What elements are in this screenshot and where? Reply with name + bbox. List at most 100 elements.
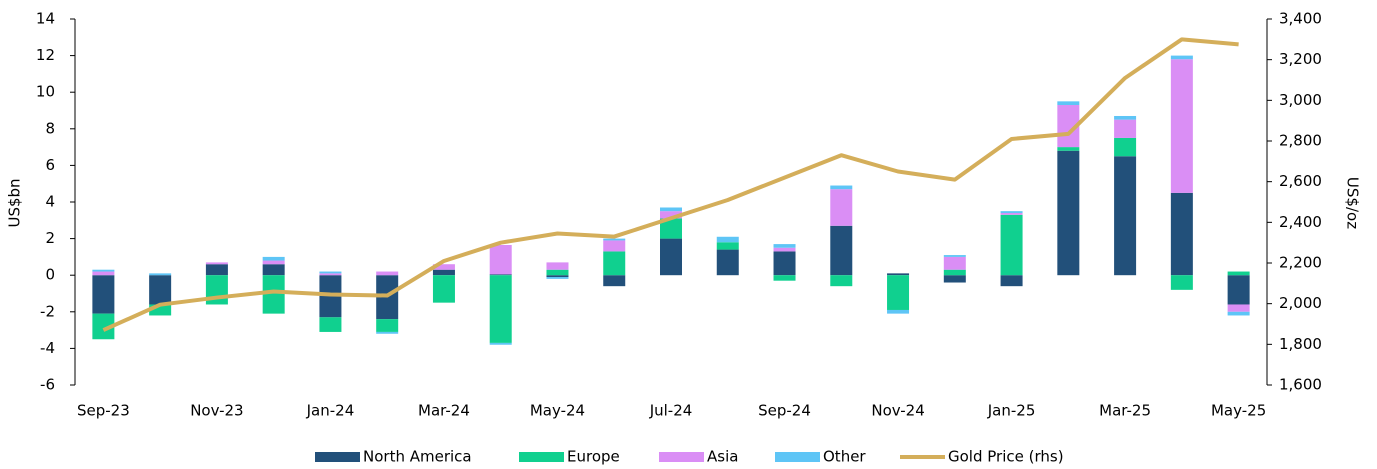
y2-tick-label: 2,200 [1279, 254, 1322, 272]
bar-segment [489, 245, 512, 275]
y-tick-label: 10 [36, 83, 55, 101]
legend-label: Europe [567, 448, 620, 466]
bar-segment [603, 251, 626, 276]
bar-segment [1057, 105, 1080, 148]
y2-tick-label: 3,000 [1279, 91, 1322, 109]
bar-segment [262, 264, 285, 276]
bar-segment [1057, 147, 1080, 151]
bar-segment [376, 331, 399, 334]
legend-label: Other [823, 448, 866, 466]
bar-segment [546, 262, 569, 270]
bar-segment [546, 269, 569, 276]
bar-segment [149, 275, 172, 305]
bar-segment [943, 256, 966, 270]
x-tick-label: Jul-24 [649, 402, 693, 420]
bar-segment [1057, 101, 1080, 106]
bar-segment [546, 277, 569, 279]
bar-segment [1114, 119, 1137, 138]
bar-segment [432, 275, 455, 303]
bar-segment [376, 271, 399, 276]
bar-segment [773, 251, 796, 276]
bar-segment [92, 275, 115, 314]
bar-segment [660, 211, 682, 219]
bar-segment [603, 238, 626, 241]
x-tick-label: May-24 [530, 402, 585, 420]
bar-segment [1114, 137, 1137, 157]
bar-segment [830, 189, 853, 226]
bar-segment [830, 275, 853, 287]
bar-segment [773, 275, 796, 281]
legend-label: Asia [707, 448, 738, 466]
bar-segment [1057, 150, 1080, 276]
x-tick-label: Nov-23 [190, 402, 243, 420]
bar-segment [489, 275, 512, 343]
bar-segment [943, 275, 966, 283]
y2-tick-label: 2,000 [1279, 294, 1322, 312]
legend-swatch [519, 452, 564, 462]
y2-axis-label: US$/oz [1344, 177, 1362, 229]
legend-swatch [315, 452, 360, 462]
y-tick-label: 4 [45, 193, 55, 211]
bar-segment [1227, 311, 1250, 316]
bar-segment [262, 275, 285, 314]
bar-segment [1114, 115, 1137, 120]
y2-tick-label: 3,200 [1279, 50, 1322, 68]
y2-tick-label: 2,600 [1279, 172, 1322, 190]
bar-segment [1170, 59, 1193, 193]
y-axis-label: US$bn [6, 178, 24, 227]
bar-segment [887, 309, 910, 314]
bar-segment [319, 317, 342, 332]
bar-segment [149, 304, 172, 316]
bar-segment [489, 274, 512, 276]
bar-segment [1227, 275, 1250, 305]
bar-segment [660, 207, 682, 212]
y-tick-label: 14 [36, 10, 55, 28]
bar-segment [262, 256, 285, 261]
bar-segment [660, 238, 682, 276]
bar-segment [603, 275, 626, 287]
bar-segment [376, 319, 399, 332]
bar-segment [1000, 212, 1023, 215]
bar-segment [660, 218, 682, 239]
bar-segment [432, 264, 455, 270]
y-tick-label: -2 [40, 302, 55, 320]
bar-segment [1170, 192, 1193, 276]
x-tick-label: Jan-25 [987, 402, 1036, 420]
x-tick-label: Jan-24 [306, 402, 355, 420]
bar-segment [773, 247, 796, 252]
x-tick-label: Sep-24 [758, 402, 811, 420]
bar-segment [92, 269, 115, 272]
bar-segment [205, 264, 228, 276]
y-tick-label: -6 [40, 376, 55, 394]
y2-tick-label: 3,400 [1279, 10, 1322, 28]
bar-segment [262, 260, 285, 265]
bar-segment [943, 255, 966, 257]
y-tick-label: 12 [36, 46, 55, 64]
bar-segment [1000, 214, 1023, 276]
bar-segment [319, 271, 342, 274]
y2-tick-label: 1,600 [1279, 376, 1322, 394]
bar-segment [887, 273, 910, 276]
x-tick-label: Nov-24 [871, 402, 924, 420]
bar-segment [1227, 271, 1250, 276]
legend-swatch [775, 452, 820, 462]
bar-segment [432, 269, 455, 276]
bar-segment [1000, 275, 1023, 287]
y-tick-label: 8 [45, 119, 55, 137]
y-tick-label: 6 [45, 156, 55, 174]
legend-label: Gold Price (rhs) [948, 448, 1064, 466]
bar-segment [1114, 156, 1137, 276]
bar-segment [716, 249, 739, 276]
y-tick-label: -4 [40, 339, 55, 357]
y2-tick-label: 2,400 [1279, 213, 1322, 231]
legend-swatch [659, 452, 704, 462]
y-tick-label: 2 [45, 229, 55, 247]
bar-segment [1170, 55, 1193, 60]
bar-segment [92, 313, 115, 340]
bar-segment [1170, 275, 1193, 290]
y2-tick-label: 1,800 [1279, 335, 1322, 353]
legend-label: North America [363, 448, 472, 466]
bar-segment [716, 236, 739, 243]
x-tick-label: Mar-25 [1099, 402, 1151, 420]
